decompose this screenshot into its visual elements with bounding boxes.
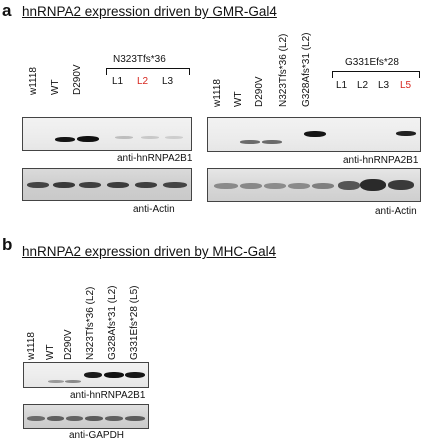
band-right-actin-4 [288, 183, 310, 189]
lane-label-l1-left: L1 [112, 76, 124, 87]
band-b-n323tfs [84, 372, 102, 378]
band-actin-2 [53, 182, 75, 188]
panel-b-letter: b [2, 235, 13, 254]
panel-a-letter: a [2, 1, 12, 20]
blot-a-right-hnrnpa2b1 [207, 117, 421, 152]
group-label-g331efs: G331Efs*28 [345, 57, 399, 68]
band-b-g328afs [104, 372, 124, 378]
lane-label-l3-right: L3 [378, 80, 390, 91]
caption-a-left-actin: anti-Actin [133, 204, 175, 215]
band-right-actin-3 [264, 183, 286, 189]
panel-a-title: hnRNPA2 expression driven by GMR-Gal4 [22, 4, 277, 19]
band-right-actin-5 [312, 183, 334, 189]
band-right-actin-6 [338, 181, 360, 190]
band-right-wt [240, 140, 260, 144]
band-b-wt [48, 380, 64, 383]
band-wt [55, 137, 75, 142]
band-b-g331efs [125, 372, 145, 378]
band-l1-faint [115, 136, 133, 139]
band-b-d290v [65, 380, 81, 383]
lane-label-l5-right: L5 [400, 80, 412, 91]
caption-a-right-hnrnpa2b1: anti-hnRNPA2B1 [343, 155, 419, 166]
band-right-d290v [262, 140, 282, 144]
lane-label-l2-left: L2 [137, 76, 149, 87]
panel-b-title: hnRNPA2 expression driven by MHC-Gal4 [22, 244, 277, 259]
band-right-actin-7 [360, 179, 386, 191]
group-bracket-right [332, 71, 420, 78]
blot-a-right-actin [207, 168, 421, 202]
band-actin-6 [163, 182, 187, 188]
band-b-gapdh-1 [27, 416, 45, 421]
band-b-gapdh-2 [47, 416, 64, 421]
blot-b-hnrnpa2b1 [23, 362, 149, 388]
blot-a-left-hnrnpa2b1 [22, 117, 192, 151]
band-actin-3 [79, 182, 101, 188]
band-d290v [77, 136, 99, 142]
band-actin-4 [107, 182, 129, 188]
caption-a-right-actin: anti-Actin [375, 206, 417, 217]
band-l3-faint [165, 136, 183, 139]
group-label-n323tfs: N323Tfs*36 [113, 54, 166, 65]
band-b-gapdh-4 [85, 416, 103, 421]
band-right-l5 [396, 131, 416, 136]
lane-label-l1-right: L1 [336, 80, 348, 91]
blot-b-gapdh [23, 404, 149, 429]
band-b-gapdh-5 [105, 416, 123, 421]
band-l2-faint [141, 136, 159, 139]
lane-label-l3-left: L3 [162, 76, 174, 87]
band-right-actin-8 [388, 180, 414, 190]
band-right-g328afs [304, 131, 326, 137]
caption-b-hnrnpa2b1: anti-hnRNPA2B1 [70, 390, 146, 401]
band-b-gapdh-3 [66, 416, 83, 421]
lane-label-l2-right: L2 [357, 80, 369, 91]
caption-b-gapdh: anti-GAPDH [69, 430, 125, 441]
band-right-actin-1 [214, 183, 238, 189]
band-actin-1 [27, 182, 49, 188]
blot-a-left-actin [22, 168, 192, 201]
band-b-gapdh-6 [125, 416, 145, 421]
group-bracket-left [106, 68, 190, 75]
caption-a-left-hnrnpa2b1: anti-hnRNPA2B1 [117, 153, 193, 164]
band-actin-5 [135, 182, 157, 188]
band-right-actin-2 [240, 183, 262, 189]
